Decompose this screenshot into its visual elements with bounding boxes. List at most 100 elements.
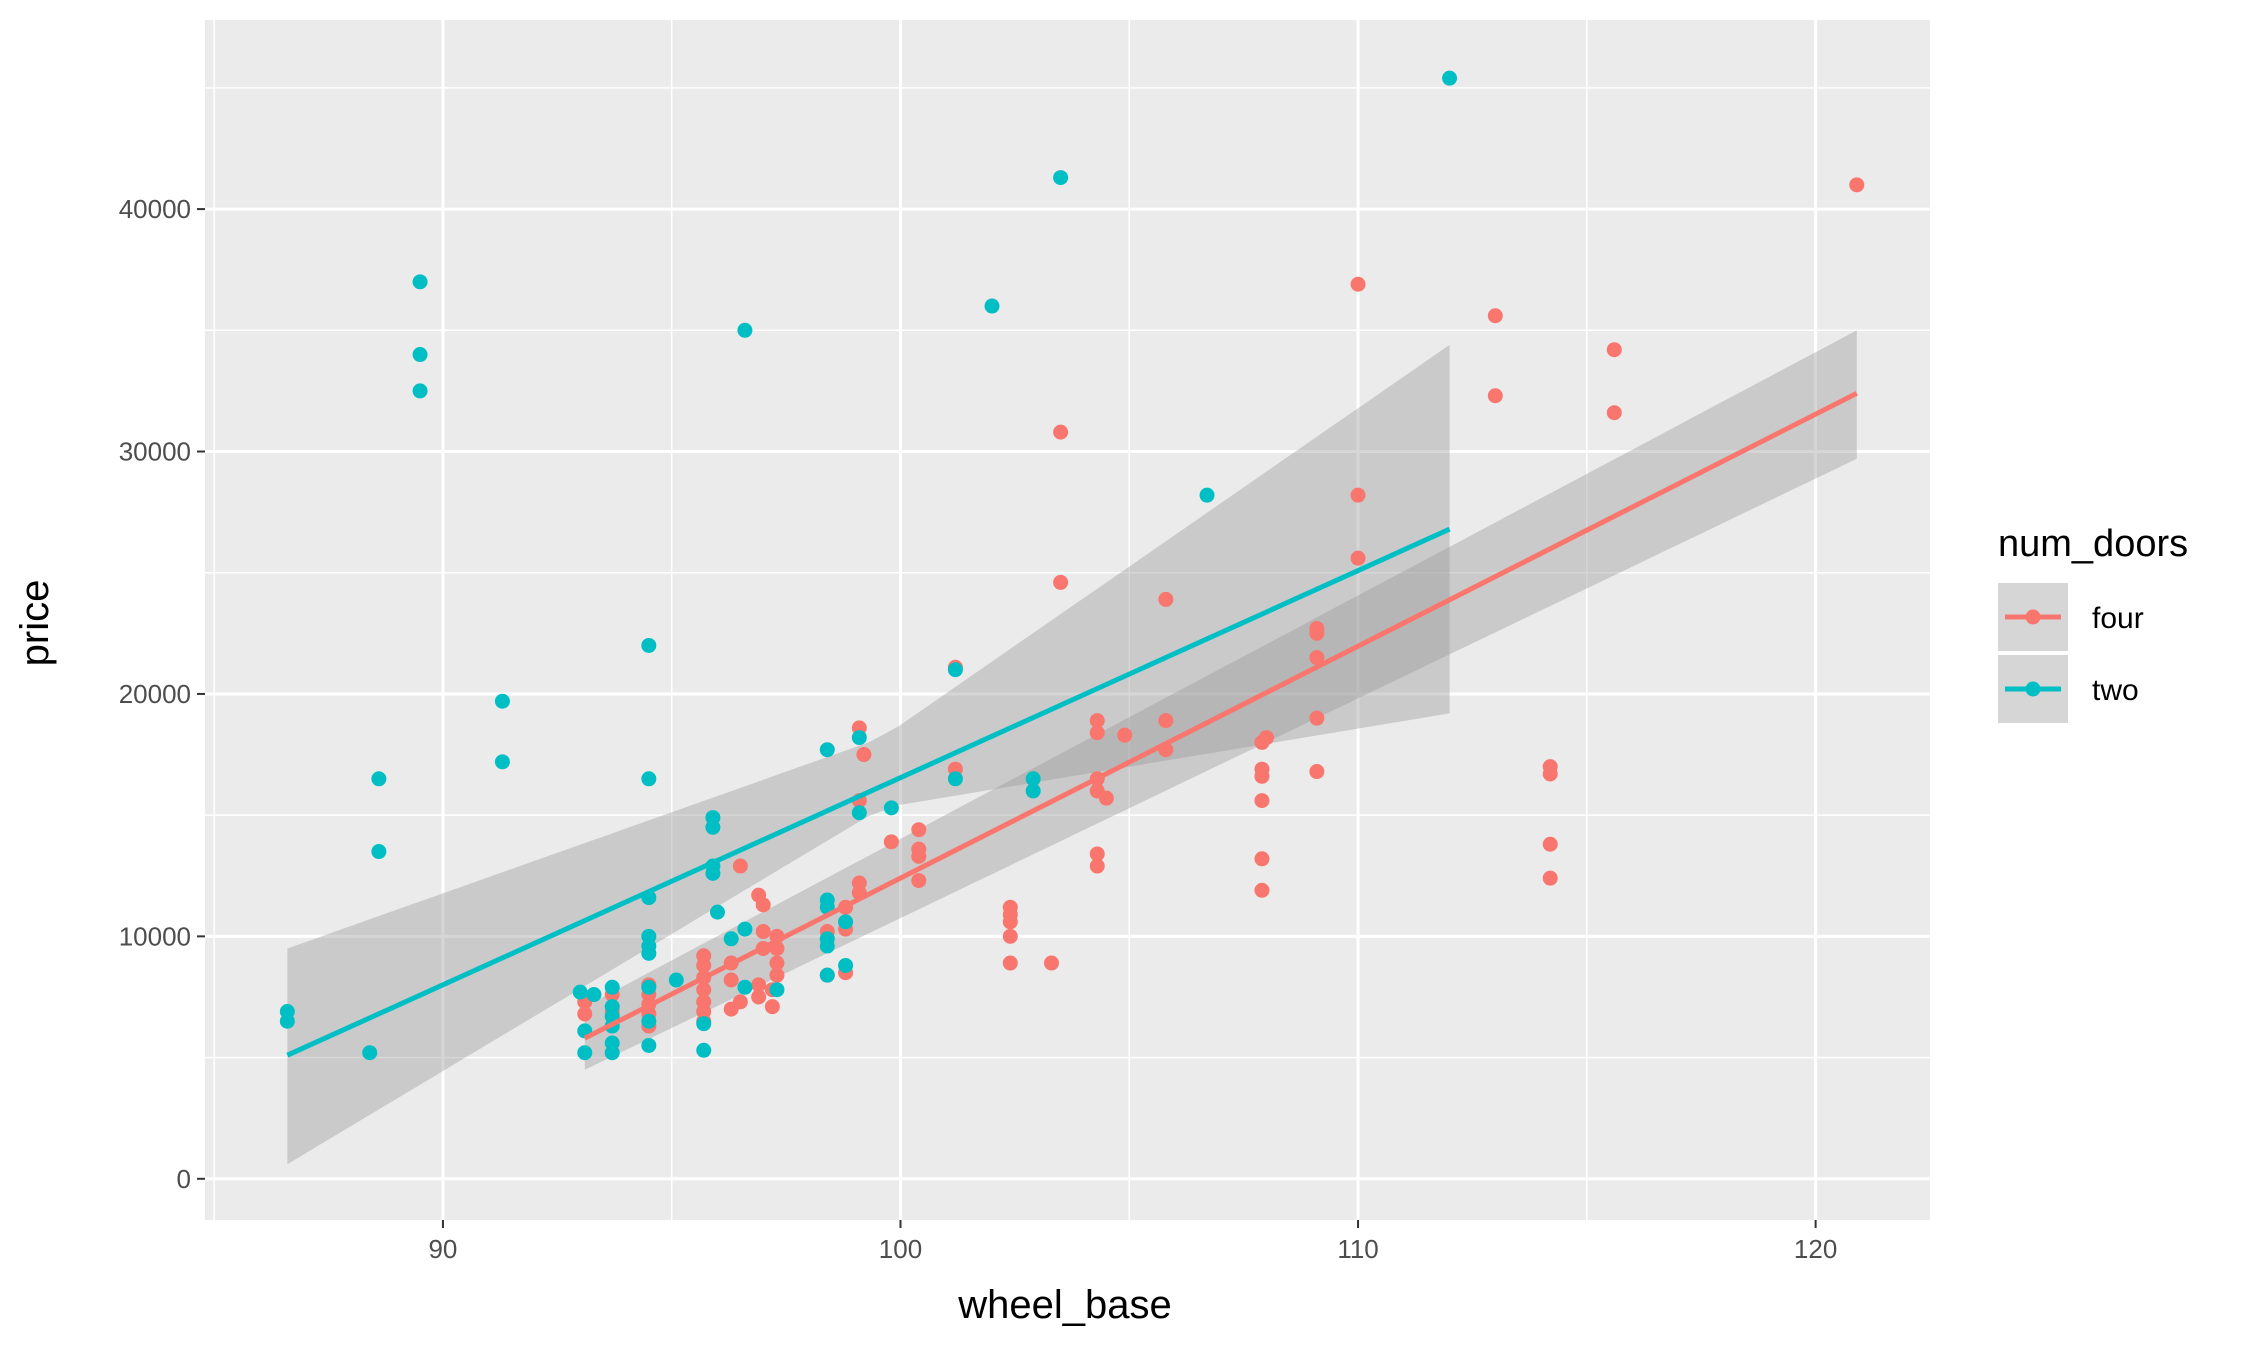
data-point-two	[641, 1013, 657, 1029]
data-point-two	[737, 322, 753, 338]
data-point-four	[1309, 620, 1325, 636]
data-point-two	[362, 1045, 378, 1061]
data-point-four	[764, 999, 780, 1015]
data-point-four	[1542, 759, 1558, 775]
data-point-four	[732, 994, 748, 1010]
data-point-four	[755, 924, 771, 940]
data-point-two	[723, 931, 739, 947]
data-point-four	[1254, 851, 1270, 867]
data-point-two	[604, 979, 620, 995]
legend-keys: four two	[1998, 583, 2144, 723]
legend-label-two: two	[2092, 674, 2139, 707]
x-axis-title: wheel_base	[957, 1283, 1172, 1327]
data-point-two	[641, 1037, 657, 1053]
data-point-four	[1089, 858, 1105, 874]
data-point-two	[641, 637, 657, 653]
data-point-two	[883, 800, 899, 816]
fit-lines	[286, 391, 1858, 1058]
data-point-four	[1158, 591, 1174, 607]
data-point-two	[851, 805, 867, 821]
data-point-two	[577, 1045, 593, 1061]
data-point-four	[1089, 846, 1105, 862]
data-point-two	[668, 972, 684, 988]
legend-point-two	[2025, 681, 2041, 697]
data-point-four	[1053, 424, 1069, 440]
y-axis-title: price	[13, 580, 57, 667]
data-point-two	[641, 771, 657, 787]
y-tick-label: 30000	[119, 437, 191, 467]
data-point-two	[1025, 783, 1041, 799]
data-point-two	[819, 892, 835, 908]
legend-title: num_doors	[1998, 523, 2188, 565]
data-point-two	[851, 730, 867, 746]
data-point-four	[883, 834, 899, 850]
data-point-four	[751, 977, 767, 993]
data-point-two	[696, 1042, 712, 1058]
data-point-two	[737, 979, 753, 995]
data-point-two	[371, 771, 387, 787]
data-point-two	[819, 967, 835, 983]
data-point-two	[371, 844, 387, 860]
data-point-four	[1117, 727, 1133, 743]
data-point-two	[1199, 487, 1215, 503]
data-point-two	[838, 914, 854, 930]
data-point-four	[1002, 928, 1018, 944]
data-point-four	[856, 747, 872, 763]
data-point-four	[1606, 405, 1622, 421]
data-point-four	[1849, 177, 1865, 193]
data-point-four	[1350, 550, 1366, 566]
data-point-four	[577, 1006, 593, 1022]
confidence-band-four	[584, 330, 1857, 1070]
data-point-four	[769, 955, 785, 971]
y-axis: 0 10000 20000 30000 40000	[119, 194, 205, 1194]
x-axis: 90 100 110 120	[428, 1220, 1837, 1264]
data-point-four	[1002, 899, 1018, 915]
data-point-four	[1254, 793, 1270, 809]
data-point-two	[604, 999, 620, 1015]
data-point-four	[1098, 790, 1114, 806]
data-point-two	[412, 347, 428, 363]
fit-line-four	[583, 391, 1858, 1041]
data-point-two	[696, 1016, 712, 1032]
data-point-two	[1442, 70, 1458, 86]
data-point-four	[1259, 730, 1275, 746]
data-point-two	[737, 921, 753, 937]
data-point-two	[819, 742, 835, 758]
data-point-two	[412, 383, 428, 399]
data-point-two	[705, 810, 721, 826]
panel-background	[205, 20, 1930, 1220]
data-point-two	[604, 1035, 620, 1051]
data-point-four	[911, 873, 927, 889]
data-point-four	[1254, 882, 1270, 898]
gridlines	[205, 20, 1930, 1220]
x-tick-label: 90	[428, 1234, 457, 1264]
data-point-four	[769, 967, 785, 983]
y-tick-label: 20000	[119, 679, 191, 709]
data-point-two	[769, 982, 785, 998]
data-point-two	[641, 928, 657, 944]
data-point-two	[586, 987, 602, 1003]
data-point-four	[1487, 308, 1503, 324]
data-point-four	[1043, 955, 1059, 971]
data-point-two	[819, 931, 835, 947]
data-point-four	[1089, 725, 1105, 741]
data-points	[279, 70, 1865, 1061]
data-point-four	[751, 989, 767, 1005]
x-tick-label: 100	[879, 1234, 922, 1264]
data-point-four	[1089, 713, 1105, 729]
data-point-two	[572, 984, 588, 1000]
x-tick-label: 120	[1794, 1234, 1837, 1264]
data-point-two	[984, 298, 1000, 314]
data-point-four	[1309, 650, 1325, 666]
legend-point-four	[2025, 609, 2041, 625]
data-point-four	[1350, 276, 1366, 292]
data-point-four	[755, 897, 771, 913]
plot-panel	[205, 20, 1930, 1220]
data-point-two	[641, 979, 657, 995]
legend-label-four: four	[2092, 602, 2144, 635]
x-tick-label: 110	[1337, 1234, 1378, 1264]
data-point-two	[412, 274, 428, 290]
data-point-two	[494, 754, 510, 770]
data-point-four	[696, 994, 712, 1010]
data-point-two	[494, 693, 510, 709]
